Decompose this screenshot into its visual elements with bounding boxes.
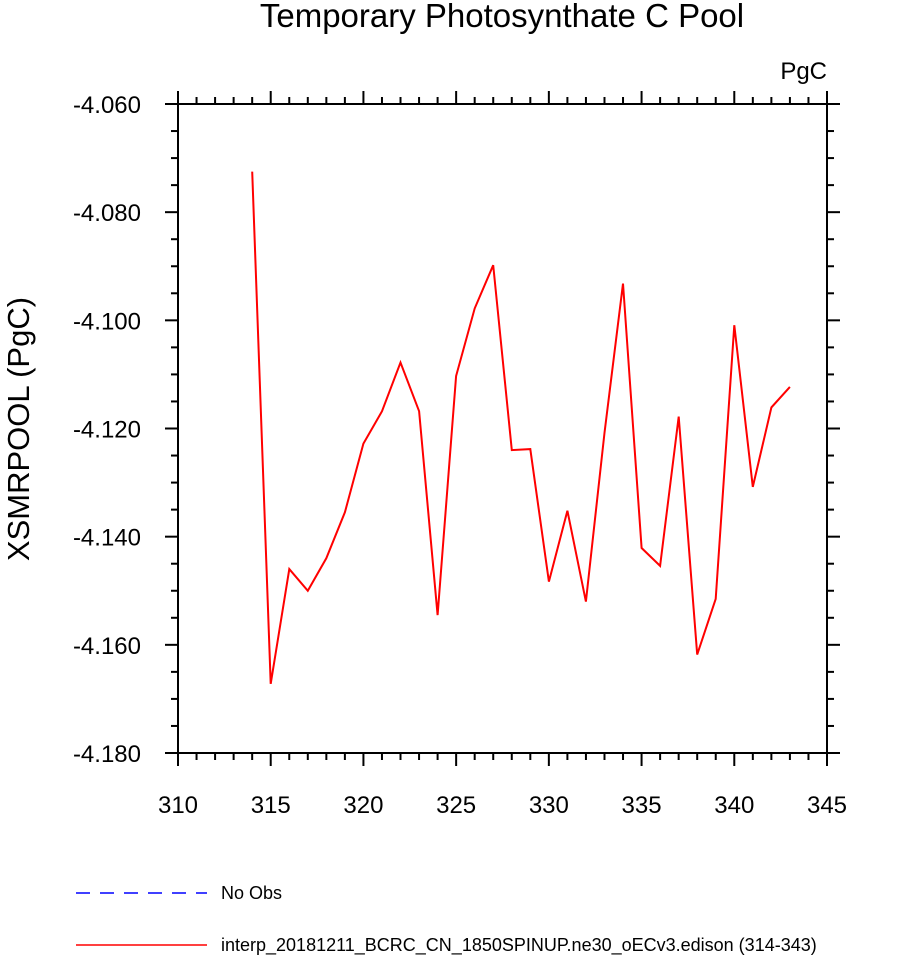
y-tick-label: -4.060 [73,92,141,119]
plot-frame [177,103,828,754]
x-tick-label: 315 [251,792,291,819]
series-layer [251,171,791,684]
y-tick-label: -4.120 [73,417,141,444]
x-tick-label: 330 [529,792,569,819]
legend-label-model-run: interp_20181211_BCRC_CN_1850SPINUP.ne30_… [221,935,817,956]
x-tick-label: 310 [158,792,198,819]
y-axis-ticks: -4.180 -4.160 -4.140 -4.120 -4.100 -4.080 -4.0… [73,92,840,768]
chart-title: Temporary Photosynthate C Pool [260,0,744,34]
series-line [251,171,791,684]
x-tick-label: 335 [622,792,662,819]
x-tick-label: 345 [807,792,847,819]
y-tick-label: -4.140 [73,525,141,552]
units-label: PgC [780,58,827,85]
legend-label-no-obs: No Obs [221,883,282,903]
y-tick-label: -4.100 [73,308,141,335]
x-tick-label: 320 [343,792,383,819]
legend: No Obs interp_20181211_BCRC_CN_1850SPINU… [76,883,817,956]
y-axis-label: XSMRPOOL (PgC) [1,297,36,561]
y-tick-label: -4.180 [73,741,141,768]
x-axis-ticks: 310 315 320 325 330 335 340 345 [158,91,847,819]
y-tick-label: -4.160 [73,633,141,660]
x-tick-label: 325 [436,792,476,819]
y-tick-label: -4.080 [73,200,141,227]
x-tick-label: 340 [714,792,754,819]
